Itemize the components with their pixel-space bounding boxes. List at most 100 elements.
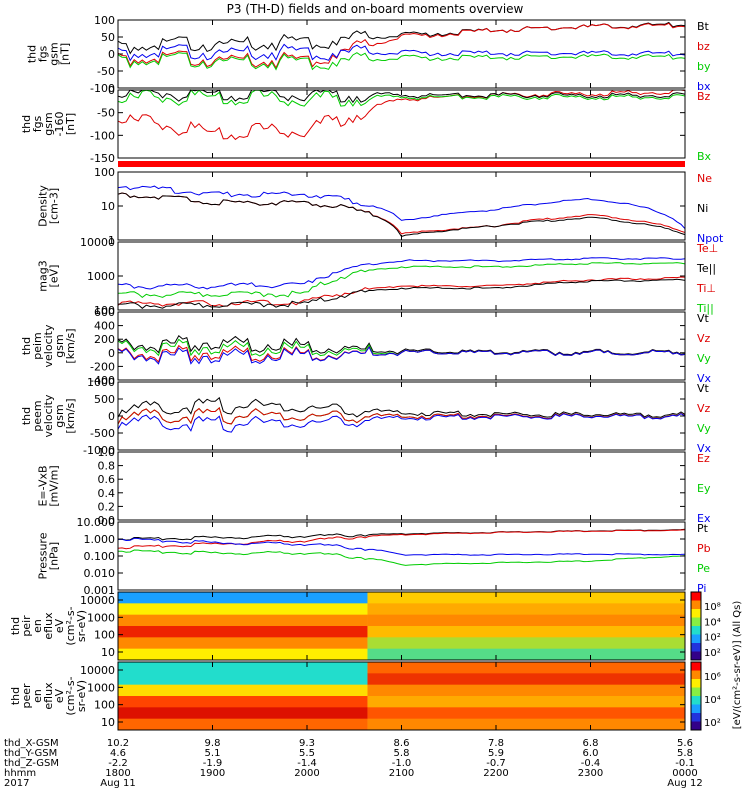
panel-peem-velocity: 1000 500 0 -500 -1000 thdpeemvelocitygsm[km/s… [20, 376, 712, 457]
spectrogram-cell [118, 637, 368, 650]
legend-vx: Vx [697, 442, 712, 455]
legend-ti||: Ti|| [696, 302, 714, 315]
footer-value: -0.4 [581, 758, 601, 769]
panel-peir: 10⁸ 10⁴ 10² 10² 10000 1000 100 10 thdpeireneflux… [9, 591, 721, 661]
legend-vy: Vy [697, 422, 711, 435]
y-tick-label: 10 [101, 716, 115, 729]
footer-year: 2017 [4, 778, 29, 789]
footer-row-label: thd_X-GSM [4, 738, 59, 749]
y-axis-label: [cm-3] [48, 188, 61, 224]
y-tick-label: 0 [108, 410, 115, 423]
legend-bt: Bt [697, 20, 710, 33]
y-tick-label: 500 [94, 393, 115, 406]
y-tick-label: -200 [90, 360, 115, 373]
series-line-bz [117, 22, 686, 69]
y-axis-label: gsm [53, 404, 66, 427]
colorbar-segment [691, 687, 701, 697]
legend-bz: Bz [697, 90, 711, 103]
footer-value: 5.6 [677, 738, 693, 749]
colorbar-segment [691, 643, 701, 652]
colorbar-segment [691, 600, 701, 610]
y-axis-label: peer [20, 683, 33, 709]
y-tick-label: 10 [101, 200, 115, 213]
colorbar-peer: 10⁶ 10⁴ 10² [690, 661, 721, 731]
series-line-pb [117, 529, 686, 550]
footer-value: 5.8 [677, 748, 693, 759]
y-tick-label: 10.000 [77, 516, 116, 529]
y-axis-label: thd [20, 407, 33, 425]
colorbar-tick-label: 10² [704, 648, 721, 659]
footer-value: -1.0 [392, 758, 412, 769]
series-line-ne [117, 192, 686, 235]
colorbar-frame [690, 591, 702, 661]
legend-vt: Vt [697, 312, 710, 325]
y-tick-label: 200 [94, 333, 115, 346]
legend-pe: Pe [697, 562, 710, 575]
y-axis-label: [eV] [48, 265, 61, 288]
spectrogram-cell [118, 673, 368, 686]
spectrogram-cell [367, 614, 685, 627]
legend-pt: Pt [697, 522, 709, 535]
y-axis-label: eflux [42, 612, 55, 640]
y-axis-label: fgs [31, 115, 44, 132]
spectrogram-cell [118, 707, 368, 720]
footer-value: 4.6 [110, 748, 126, 759]
y-tick-label: 100 [94, 14, 115, 27]
footer-value: 2300 [578, 768, 603, 779]
spectrogram-cell [367, 718, 685, 731]
series-line-pi [117, 537, 686, 556]
y-tick-label: 0.010 [84, 567, 116, 580]
colorbar-segment [691, 651, 701, 661]
spectrogram-cell [367, 696, 685, 708]
legend-ne: Ne [697, 172, 712, 185]
y-tick-label: -400 [90, 374, 115, 387]
footer-value: 5.5 [299, 748, 315, 759]
legend-by: by [697, 60, 711, 73]
spectrogram-cell [367, 648, 685, 661]
panel-frame [117, 521, 686, 591]
footer-value: 5.1 [205, 748, 221, 759]
colorbar-tick-label: 10⁴ [704, 695, 721, 706]
spectrogram-cell [118, 648, 368, 661]
y-tick-label: 10000 [80, 594, 115, 607]
footer-value: 7.8 [488, 738, 504, 749]
ephemeris-flag-bar [118, 161, 685, 167]
panel-frame [117, 451, 686, 521]
y-axis-label: eflux [42, 682, 55, 710]
spectrogram-cell [367, 707, 685, 720]
legend-ex: Ex [697, 512, 711, 525]
spectrogram-cell [367, 637, 685, 650]
panel-density: 100 10 1 Density[cm-3] Ne Ni Npot [37, 166, 724, 247]
footer-ephemeris: thd_X-GSM 10.2 9.8 9.3 8.6 7.8 6.8 5.6 thd_Y-GSM… [4, 738, 703, 789]
y-axis-label: eV [53, 688, 66, 703]
spectrogram-cell [118, 684, 368, 697]
panel-efield: 1.00.80.60.40.20.0 E=-VxB[mV/m] Ez Ey Ex [37, 446, 711, 527]
y-axis-label: peem [31, 400, 44, 431]
colorbar-segment [691, 704, 701, 714]
y-tick-label: 0.100 [84, 550, 116, 563]
y-tick-label: 0 [108, 48, 115, 61]
y-tick-label: 1000 [87, 611, 115, 624]
colorbar-segment [691, 662, 701, 671]
spectrogram-cell [367, 684, 685, 697]
y-tick-label: 0.8 [98, 460, 116, 473]
panel-frame [117, 241, 686, 311]
colorbar-segment [691, 696, 701, 705]
y-tick-label: 0 [108, 84, 115, 97]
y-axis-label: Density [37, 185, 50, 227]
y-axis-label: en [31, 689, 44, 703]
y-tick-label: -500 [90, 427, 115, 440]
footer-date-start: Aug 11 [100, 778, 135, 789]
footer-value: -2.2 [108, 758, 128, 769]
y-tick-label: 100 [94, 166, 115, 179]
y-axis-label: peim [31, 332, 44, 360]
legend-vz: Vz [697, 332, 711, 345]
colorbar-tick-label: 10⁴ [704, 617, 721, 628]
y-axis-label: [km/s] [64, 398, 77, 433]
y-axis-label: [mV/m] [48, 465, 61, 506]
colorbar-segment [691, 670, 701, 680]
legend-vt: Vt [697, 382, 710, 395]
spectrogram-cell [118, 614, 368, 627]
chart-title: P3 (TH-D) fields and on-board moments ov… [227, 2, 524, 16]
